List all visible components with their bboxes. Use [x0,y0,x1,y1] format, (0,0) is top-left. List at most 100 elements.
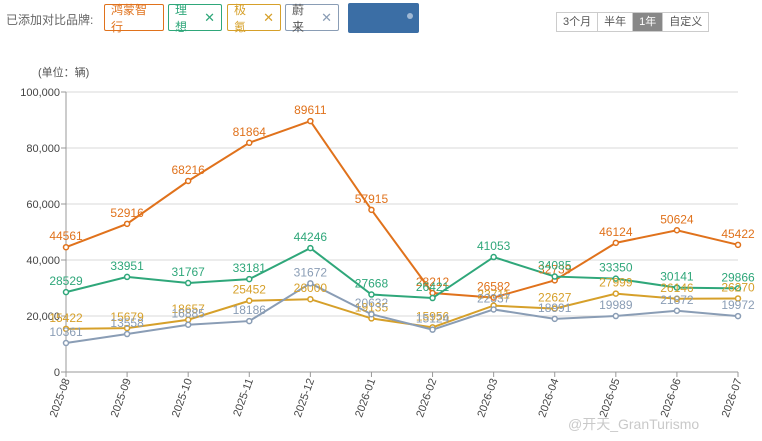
data-label: 10361 [49,325,83,339]
data-label: 19972 [721,298,755,312]
data-label: 32739 [538,262,572,276]
data-label: 19989 [599,298,633,312]
data-label: 26421 [416,280,450,294]
data-point [62,243,70,251]
data-label: 19135 [355,300,389,314]
y-tick-label: 80,000 [26,143,60,155]
data-point [368,206,375,214]
add-brand-button[interactable] [348,3,419,33]
data-label: 33951 [110,259,144,273]
data-point [246,275,253,283]
data-label: 44246 [294,230,328,244]
data-label: 22337 [477,291,511,305]
compare-brands-label: 已添加对比品牌: [6,13,94,27]
data-point [307,244,314,252]
data-point [307,295,314,303]
y-tick-label: 20,000 [26,311,60,323]
data-label: 20632 [355,296,389,310]
data-label: 31672 [294,265,328,279]
data-point [673,295,681,303]
data-label: 28212 [416,275,450,289]
series-line [65,282,739,344]
x-tick-label: 2025-11 [231,377,256,418]
data-point [734,312,742,320]
data-label: 33181 [233,261,267,275]
data-point [673,227,681,234]
data-point [123,220,131,228]
data-label: 89611 [294,103,327,117]
data-label: 52916 [110,206,144,220]
data-point [307,117,314,125]
y-tick-label: 40,000 [26,255,60,267]
data-label: 50624 [660,212,694,226]
data-point [673,284,681,291]
data-label: 34085 [538,259,572,273]
data-point [246,317,253,325]
data-point [490,306,497,313]
brand-chip-hongmeng[interactable]: 鸿蒙智行 [104,3,164,34]
data-point [551,305,558,312]
x-tick-label: 2025-08 [48,377,73,419]
close-icon[interactable]: ✕ [204,9,215,25]
close-icon[interactable]: ✕ [321,9,332,25]
data-point [612,239,620,247]
data-label: 45422 [721,227,755,241]
y-tick-label: 100,000 [20,87,60,99]
data-label: 13558 [110,316,144,330]
brand-chip-label: 极氪 [234,2,247,34]
y-axis-unit-label: (单位：辆) [38,67,90,79]
x-tick-label: 2026-03 [475,377,500,419]
range-half-year-button[interactable]: 半年 [598,13,634,31]
data-point [490,294,497,301]
y-tick-label: 60,000 [26,199,60,211]
data-point [612,312,620,320]
data-point [734,285,742,292]
x-tick-label: 2026-06 [659,377,684,419]
x-tick-label: 2026-02 [414,377,439,419]
data-point [246,297,253,304]
data-label: 15679 [110,310,144,324]
data-label: 15124 [416,312,450,326]
data-point [123,324,131,332]
range-custom-button[interactable]: 自定义 [663,13,709,31]
x-tick-label: 2025-09 [109,377,134,419]
brand-chip-label: 鸿蒙智行 [111,2,148,34]
data-label: 16885 [171,307,205,321]
range-3-months-button[interactable]: 3个月 [557,13,599,31]
data-point [123,330,131,338]
data-point [551,315,558,323]
close-icon[interactable]: ✕ [263,9,274,25]
x-tick-label: 2026-01 [353,377,378,419]
brand-chip-label: 理想 [175,2,188,34]
filter-bar: 已添加对比品牌: 鸿蒙智行 理想 ✕ 极氪 ✕ 蔚来 ✕ 3个月 半年 1年 自… [0,0,762,40]
data-point [673,307,681,315]
y-tick-label: 0 [54,367,60,379]
data-label: 41053 [477,239,511,253]
brand-chip-lixiang[interactable]: 理想 ✕ [168,3,222,34]
data-point [490,253,497,261]
series-line [65,246,739,300]
data-point [62,288,70,296]
data-label: 23711 [477,288,510,302]
range-1-year-button[interactable]: 1年 [633,13,664,31]
data-label: 57915 [355,192,389,206]
watermark-text: @开天_GranTurismo [568,416,700,432]
data-point [368,291,375,298]
brand-chip-weilai[interactable]: 蔚来 ✕ [285,3,339,34]
data-label: 15956 [416,309,450,323]
data-label: 28529 [49,274,83,288]
data-label: 33350 [599,261,633,275]
data-label: 18991 [538,301,572,315]
data-label: 30141 [660,270,694,284]
time-range-selector: 3个月 半年 1年 自定义 [556,12,710,32]
data-point [62,339,70,347]
x-tick-label: 2025-12 [292,377,317,419]
brand-chip-jike[interactable]: 极氪 ✕ [227,3,281,34]
data-label: 29866 [721,270,755,284]
data-point [184,177,192,185]
data-point [123,273,131,281]
data-label: 31767 [171,265,205,279]
data-label: 26270 [721,280,755,294]
data-label: 21872 [660,293,694,307]
